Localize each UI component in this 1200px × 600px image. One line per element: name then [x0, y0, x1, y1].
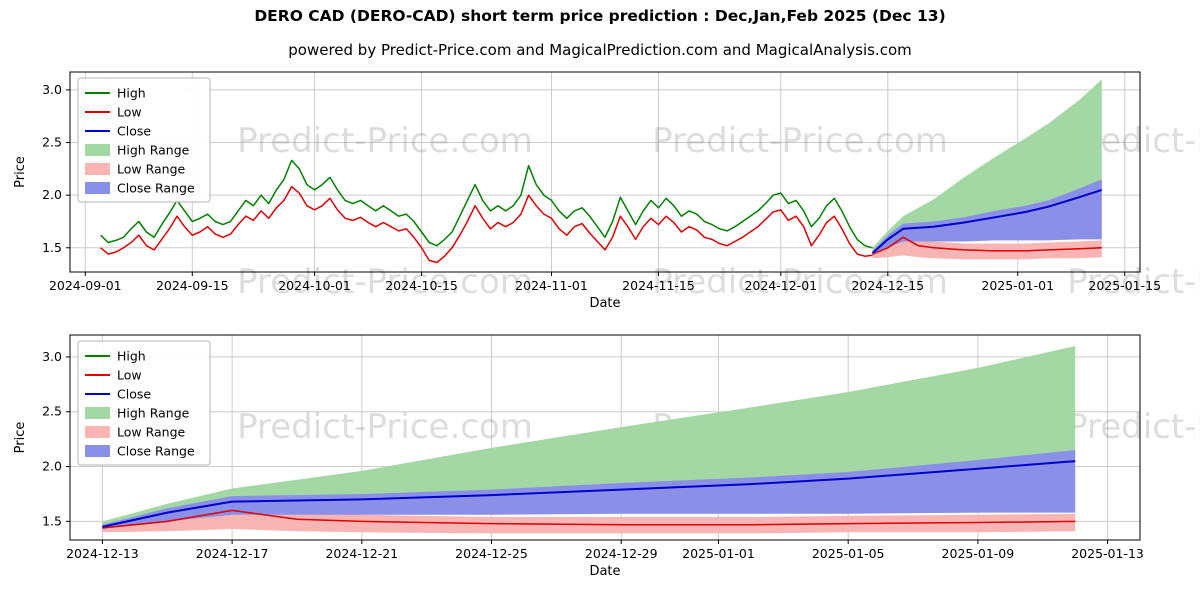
svg-text:2025-01-09: 2025-01-09 — [942, 546, 1015, 561]
low-range-band — [872, 234, 1102, 260]
svg-text:3.0: 3.0 — [42, 349, 62, 364]
high-range-band — [102, 346, 1076, 526]
legend-label: High — [117, 86, 146, 101]
high-line — [100, 159, 873, 249]
svg-text:Predict-Price.com: Predict-Price.com — [652, 262, 948, 302]
low-forecast-line — [872, 236, 1102, 255]
legend-swatch-low_range — [85, 426, 110, 438]
legend: High Low Close High Range Low Range Close Ran… — [77, 77, 211, 203]
svg-text:2024-10-01: 2024-10-01 — [278, 278, 351, 293]
svg-text:2025-01-13: 2025-01-13 — [1071, 546, 1144, 561]
svg-text:Predict-Price.com: Predict-Price.com — [237, 262, 533, 302]
y-axis: 1.5 2.0 2.5 3.0 Price — [13, 82, 70, 255]
axes-frame — [69, 334, 1141, 541]
svg-text:Predict-Price.com: Predict-Price.com — [652, 121, 948, 161]
svg-text:2025-01-01: 2025-01-01 — [981, 278, 1054, 293]
legend-label: Low — [117, 368, 142, 383]
legend-swatch-high_range — [85, 407, 110, 419]
chart-title: DERO CAD (DERO-CAD) short term price pre… — [254, 7, 946, 25]
svg-text:3.0: 3.0 — [42, 82, 62, 97]
legend-label: Low — [117, 105, 142, 120]
svg-text:2024-12-17: 2024-12-17 — [196, 546, 269, 561]
svg-text:1.5: 1.5 — [42, 240, 62, 255]
low-forecast-line — [102, 509, 1076, 529]
svg-text:2.0: 2.0 — [42, 187, 62, 202]
close-range-band — [102, 450, 1076, 529]
svg-text:2024-12-01: 2024-12-01 — [744, 278, 817, 293]
svg-text:2024-10-15: 2024-10-15 — [385, 278, 458, 293]
legend-label: Close — [117, 124, 151, 139]
svg-text:Predict-Price.com: Predict-Price.com — [1067, 262, 1200, 302]
y-axis: 1.5 2.0 2.5 3.0 Price — [13, 349, 70, 528]
forecast-zoom-chart: Predict-Price.comPredict-Price.comPredic… — [13, 334, 1200, 579]
svg-text:Price: Price — [13, 422, 28, 454]
watermark: Predict-Price.com Predict-Price.com Predic… — [237, 121, 1200, 302]
legend-label: Close — [117, 387, 151, 402]
low-line — [100, 185, 873, 264]
svg-text:2025-01-01: 2025-01-01 — [682, 546, 755, 561]
legend-label: High Range — [117, 406, 190, 421]
legend-label: Low Range — [117, 162, 186, 177]
svg-text:Date: Date — [589, 296, 620, 311]
svg-text:2024-11-15: 2024-11-15 — [622, 278, 695, 293]
svg-text:2024-11-01: 2024-11-01 — [515, 278, 588, 293]
svg-text:2.5: 2.5 — [42, 135, 62, 150]
legend-label: High Range — [117, 143, 190, 158]
svg-text:2024-12-13: 2024-12-13 — [66, 546, 139, 561]
history-and-forecast-chart: Predict-Price.com Predict-Price.com Predic… — [13, 71, 1200, 311]
axes-frame — [69, 71, 1141, 273]
svg-text:2024-12-15: 2024-12-15 — [851, 278, 924, 293]
svg-text:Predict-Price.com: Predict-Price.com — [1067, 407, 1200, 447]
svg-text:2.5: 2.5 — [42, 404, 62, 419]
legend-swatch-low_range — [85, 163, 110, 175]
chart-subtitle: powered by Predict-Price.com and Magical… — [288, 41, 912, 59]
legend-label: Low Range — [117, 425, 186, 440]
low-range-band — [102, 507, 1076, 534]
legend: High Low Close High Range Low Range Close Ran… — [77, 340, 211, 466]
legend-swatch-close_range — [85, 445, 110, 457]
legend-swatch-close_range — [85, 182, 110, 194]
x-axis: 2024-12-13 2024-12-17 2024-12-21 2024-12-25… — [66, 540, 1144, 579]
svg-text:Price: Price — [13, 156, 28, 188]
close-forecast-line — [102, 460, 1076, 528]
svg-text:2024-12-21: 2024-12-21 — [325, 546, 398, 561]
high-range-band — [872, 79, 1102, 253]
close-forecast-line — [871, 188, 1103, 254]
legend-label: High — [117, 349, 146, 364]
svg-text:2024-09-15: 2024-09-15 — [156, 278, 229, 293]
legend-label: Close Range — [117, 181, 195, 196]
svg-text:2024-09-01: 2024-09-01 — [49, 278, 122, 293]
svg-text:2024-12-29: 2024-12-29 — [585, 546, 658, 561]
svg-text:2025-01-05: 2025-01-05 — [812, 546, 885, 561]
svg-text:Date: Date — [589, 564, 620, 579]
svg-text:2.0: 2.0 — [42, 459, 62, 474]
legend-swatch-high_range — [85, 144, 110, 156]
x-axis: 2024-09-01 2024-09-15 2024-10-01 2024-10-15… — [49, 272, 1161, 311]
legend-label: Close Range — [117, 444, 195, 459]
svg-text:Predict-Price.com: Predict-Price.com — [237, 121, 533, 161]
svg-text:2024-12-25: 2024-12-25 — [455, 546, 528, 561]
svg-text:Predict-Price.com: Predict-Price.com — [237, 407, 533, 447]
close-range-band — [872, 179, 1102, 256]
svg-text:1.5: 1.5 — [42, 513, 62, 528]
svg-text:2025-01-15: 2025-01-15 — [1088, 278, 1161, 293]
